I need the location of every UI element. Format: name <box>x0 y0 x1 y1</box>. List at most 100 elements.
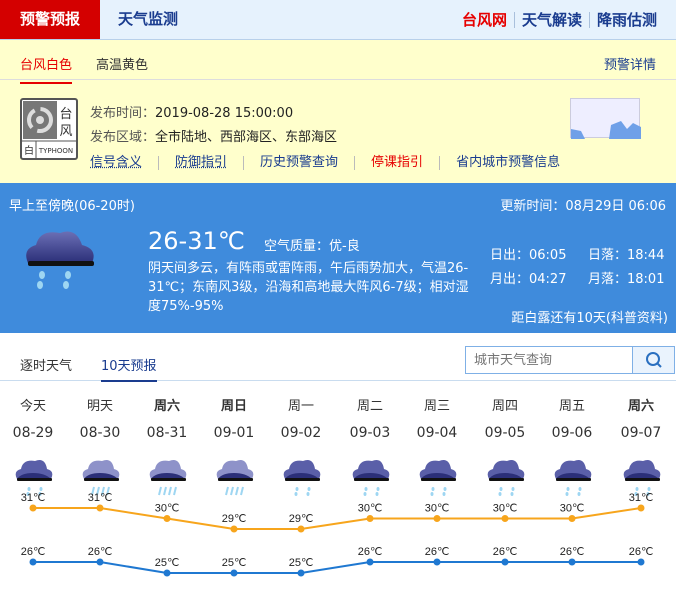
low-temp-line <box>33 561 641 574</box>
low-temp-label: 26℃ <box>88 546 113 558</box>
low-temp-point <box>297 569 305 577</box>
high-temp-point <box>433 515 441 522</box>
high-temp-point <box>366 515 374 522</box>
sunset: 日落：18:44 <box>588 248 665 263</box>
temperature-range: 26-31℃ <box>148 227 245 255</box>
search-button[interactable] <box>632 347 674 373</box>
low-temp-label: 26℃ <box>21 546 46 558</box>
weekday-label: 周日 <box>220 399 247 414</box>
heavy-rain-icon <box>216 460 254 496</box>
temperature-chart: 31℃ 31℃ 30℃ 29℃ 29℃ 30℃ 30℃ 30℃ 30℃ 31℃ 26℃ 26℃ 25℃ 2… <box>21 492 654 577</box>
weekday-label: 周六 <box>627 399 654 414</box>
link-weather-analysis[interactable]: 天气解读 <box>513 12 589 28</box>
moonset: 月落：18:01 <box>588 272 665 287</box>
svg-text:风: 风 <box>59 124 72 139</box>
low-temp-label: 26℃ <box>425 546 450 558</box>
rain-icon <box>26 231 94 289</box>
high-temp-label: 30℃ <box>155 503 180 515</box>
low-temp-point <box>366 558 374 566</box>
sunrise: 日出：06:05 <box>490 248 567 263</box>
high-temp-label: 29℃ <box>222 513 247 525</box>
low-temp-point <box>96 558 104 566</box>
low-temp-label: 25℃ <box>222 557 247 569</box>
air-quality-value: 优-良 <box>329 239 360 254</box>
rain-icon <box>487 460 525 496</box>
link-defense-guide[interactable]: 防御指引 <box>158 156 243 170</box>
high-temp-label: 31℃ <box>629 492 654 504</box>
moonrise: 月出：04:27 <box>490 272 567 287</box>
low-temp-point <box>163 569 171 577</box>
solar-term-link[interactable]: 距白露还有10天(科普资料) <box>511 311 668 326</box>
tab-weather-monitor[interactable]: 天气监测 <box>118 10 179 28</box>
high-temp-point <box>568 515 576 522</box>
weekday-label: 周四 <box>491 399 518 414</box>
warning-detail-link[interactable]: 预警详情 <box>603 58 656 73</box>
date-label: 09-07 <box>620 425 662 441</box>
rain-icon <box>352 460 390 496</box>
weekday-label: 周三 <box>423 399 450 414</box>
rain-icon <box>283 460 321 496</box>
high-temp-label: 30℃ <box>358 503 383 515</box>
link-class-suspension[interactable]: 停课指引 <box>354 156 439 170</box>
date-label: 08-31 <box>146 425 188 441</box>
high-temp-label: 30℃ <box>560 503 585 515</box>
area-label: 发布区域： <box>90 130 156 145</box>
tab-warning-forecast[interactable]: 预警预报 <box>0 0 100 39</box>
low-temp-point <box>637 558 645 566</box>
tab-typhoon-white[interactable]: 台风白色 <box>20 54 73 84</box>
city-search <box>465 346 675 374</box>
rain-icon <box>554 460 592 496</box>
tab-10day[interactable]: 10天预报 <box>101 355 157 382</box>
date-label: 09-03 <box>349 425 391 441</box>
warning-map-thumbnail[interactable] <box>570 98 641 139</box>
high-temp-point <box>297 525 305 533</box>
high-temp-point <box>96 504 104 512</box>
high-temp-label: 31℃ <box>21 492 46 504</box>
low-temp-point <box>29 558 37 566</box>
date-label: 09-04 <box>416 425 458 441</box>
link-rain-estimate[interactable]: 降雨估测 <box>588 12 664 28</box>
warning-panel: 台风白色 高温黄色 预警详情 台 风 白 TYPHOON 发布时间：2019-0… <box>0 40 676 183</box>
rain-icon <box>623 460 661 496</box>
high-temp-point <box>501 515 509 522</box>
low-temp-label: 26℃ <box>493 546 518 558</box>
date-label: 09-05 <box>484 425 526 441</box>
link-history-query[interactable]: 历史预警查询 <box>243 156 354 170</box>
top-nav: 预警预报 天气监测 台风网 天气解读 降雨估测 <box>0 0 676 40</box>
low-temp-point <box>230 569 238 577</box>
update-time: 更新时间：08月29日 06:06 <box>500 199 666 214</box>
weekday-label: 周六 <box>153 399 180 414</box>
high-temp-label: 30℃ <box>493 503 518 515</box>
city-search-input[interactable] <box>466 347 631 373</box>
low-temp-label: 25℃ <box>155 557 180 569</box>
high-temp-label: 30℃ <box>425 503 450 515</box>
link-province-warnings[interactable]: 省内城市预警信息 <box>439 156 576 170</box>
high-temp-point <box>29 504 37 512</box>
tab-heat-yellow[interactable]: 高温黄色 <box>96 58 149 73</box>
svg-text:台: 台 <box>59 107 72 122</box>
link-typhoon[interactable]: 台风网 <box>461 11 507 29</box>
link-signal-meaning[interactable]: 信号含义 <box>90 155 143 170</box>
weekday-label: 明天 <box>86 399 113 414</box>
high-temp-point <box>163 515 171 522</box>
typhoon-white-signal-icon: 台 风 白 TYPHOON <box>20 98 78 160</box>
rain-icon <box>15 460 53 496</box>
date-label: 09-01 <box>213 425 255 441</box>
svg-text:TYPHOON: TYPHOON <box>38 147 73 155</box>
issue-area: 全市陆地、西部海区、东部海区 <box>155 130 338 145</box>
tab-hourly[interactable]: 逐时天气 <box>20 359 73 374</box>
current-weather-panel: 早上至傍晚(06-20时) 更新时间：08月29日 06:06 26-31℃ 空… <box>0 183 676 333</box>
low-temp-label: 26℃ <box>560 546 585 558</box>
search-icon <box>646 352 662 368</box>
high-temp-point <box>637 504 645 512</box>
date-label: 08-30 <box>79 425 121 441</box>
heavy-rain-icon <box>82 460 120 496</box>
high-temp-line <box>33 507 642 530</box>
weekday-label: 今天 <box>19 399 46 414</box>
time-label: 发布时间： <box>90 106 156 121</box>
air-quality-label: 空气质量： <box>264 239 330 254</box>
high-temp-label: 31℃ <box>88 492 113 504</box>
high-temp-point <box>230 525 238 533</box>
issue-time: 2019-08-28 15:00:00 <box>155 106 294 121</box>
low-temp-point <box>501 558 509 566</box>
